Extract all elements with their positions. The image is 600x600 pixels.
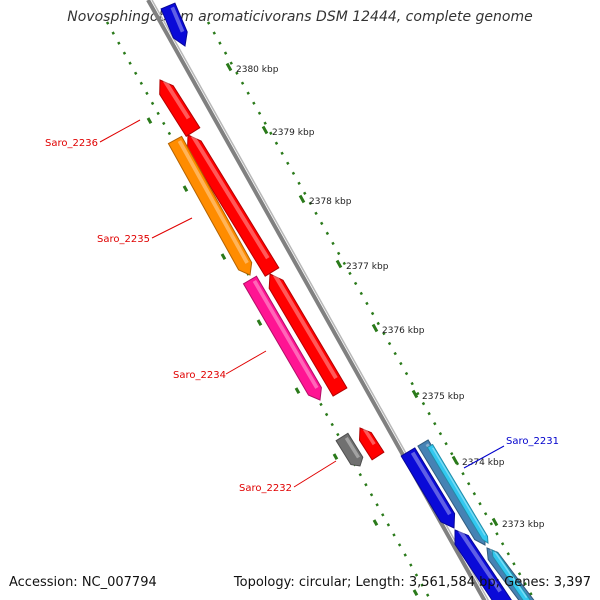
gene-label-leader-line [225, 350, 267, 375]
ruler-tick-1 [225, 62, 233, 72]
ruler-tick-label: 2378 kbp [309, 197, 352, 207]
gene-arrow-cyan-low-highlight [494, 551, 528, 599]
ruler-tick-label: 2376 kbp [382, 326, 425, 336]
ruler-tick-label: 2374 kbp [462, 458, 505, 468]
accession-label: Accession: NC_007794 [9, 575, 157, 590]
gene-label: Saro_2231 [506, 436, 559, 447]
gene-arrow-blue-mid-highlight [410, 451, 452, 516]
inner-tick-mark-8 [412, 589, 419, 596]
gene-arrow-saro-2234 [242, 275, 322, 401]
gene-label: Saro_2235 [97, 234, 150, 245]
ruler-tick-2 [261, 125, 269, 135]
ruler-tick-8 [491, 517, 499, 527]
gene-arrow-saro-2232-highlight [344, 436, 360, 459]
gene-arrow-saro-2232-body [335, 432, 364, 467]
gene-arrow-blue-low [454, 529, 512, 600]
gene-arrow-red-3 [268, 273, 348, 397]
gene-arrow-cyan-mid-body [426, 443, 489, 544]
gene-label-leader-line [463, 445, 505, 469]
ruler-tick-label: 2373 kbp [502, 520, 545, 530]
gene-arrow-cyan-low-body [491, 549, 531, 600]
ruler-tick-7 [451, 455, 459, 465]
outer-dotted-track [206, 21, 536, 600]
inner-tick-mark-7 [372, 519, 379, 526]
gene-arrow-saro-2235-highlight [177, 140, 249, 264]
gene-arrow-blue-mid-body [400, 447, 456, 529]
ruler-tick-6 [411, 389, 419, 399]
gene-arrow-top-blue [160, 2, 188, 47]
map-title: Novosphingobium aromaticivorans DSM 1244… [67, 9, 533, 25]
gene-arrow-saro-2234-highlight [252, 279, 319, 389]
ruler-tick-label: 2377 kbp [346, 262, 389, 272]
gene-arrow-top-blue-highlight [170, 6, 185, 33]
inner-tick-mark-5 [294, 387, 301, 394]
gene-arrow-saro-2236-body [159, 79, 201, 137]
gene-arrow-top-blue-body [160, 2, 188, 47]
gene-arrow-red-small-body [358, 427, 385, 461]
ruler-tick-4 [335, 259, 343, 269]
gene-label-leader-line [293, 460, 337, 488]
gene-arrow-red-3-body [268, 273, 348, 397]
ruler-tick-5 [371, 323, 379, 333]
gene-arrow-blue-mid [400, 447, 456, 529]
ruler-tick-3 [298, 194, 306, 204]
gene-arrow-cyan-mid-highlight [432, 447, 486, 536]
gene-label: Saro_2236 [45, 138, 98, 149]
gene-arrow-red-small-highlight [362, 427, 376, 446]
gene-arrow-saro-2236 [159, 79, 201, 137]
ruler-tick-label: 2379 kbp [272, 128, 315, 138]
inner-tick-mark-6 [332, 453, 339, 460]
inner-tick-mark-4 [256, 319, 263, 326]
gene-arrow-saro-2235-body [167, 135, 253, 276]
gene-label-leader-line [99, 119, 141, 143]
gene-arrow-cyan-mid [426, 443, 489, 544]
gene-label: Saro_2234 [173, 370, 226, 381]
genome-summary: Topology: circular; Length: 3,561,584 bp… [233, 575, 591, 590]
gene-arrow-saro-2235 [167, 135, 253, 276]
gene-arrow-saro-2236-highlight [162, 79, 191, 120]
gene-label: Saro_2232 [239, 483, 292, 494]
gene-arrow-blue-low-body [454, 529, 512, 600]
inner-tick-mark-3 [220, 253, 227, 260]
gene-label-leader-line [151, 217, 193, 239]
gene-arrow-saro-2232 [335, 432, 364, 467]
gene-arrow-red-3-highlight [272, 273, 338, 380]
ruler-tick-label: 2375 kbp [422, 392, 465, 402]
gene-arrow-red-small [358, 427, 385, 461]
gene-arrow-red-2-highlight [190, 134, 270, 260]
gene-arrow-saro-2234-body [242, 275, 322, 401]
gene-arrow-blue-low-highlight [458, 529, 502, 593]
gene-arrow-cyan-low [491, 549, 531, 600]
ruler-tick-label: 2380 kbp [236, 65, 279, 75]
inner-tick-mark-1 [146, 117, 153, 124]
inner-tick-mark-2 [182, 185, 189, 192]
